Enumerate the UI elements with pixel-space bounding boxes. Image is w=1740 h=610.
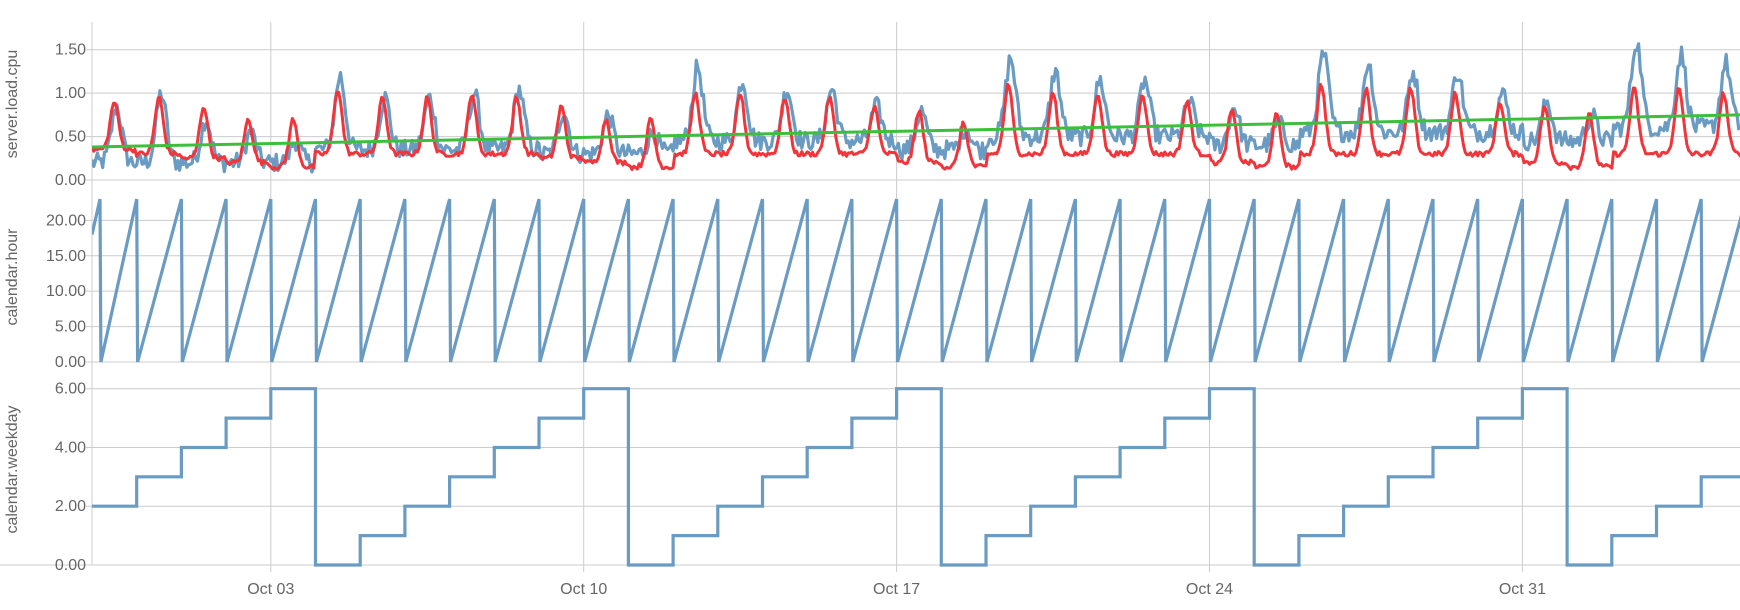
y-tick-label: 0.00 [55, 172, 86, 189]
y-axis-title: calendar.weekday [4, 405, 21, 533]
x-tick-label: Oct 24 [1186, 581, 1233, 598]
weekday-series-line [92, 387, 1740, 567]
x-tick-label: Oct 17 [873, 581, 920, 598]
y-tick-label: 10.00 [46, 283, 86, 300]
y-tick-label: 20.00 [46, 212, 86, 229]
y-tick-label: 0.00 [55, 354, 86, 371]
cpu-series-blue-line [92, 42, 1740, 174]
x-tick-label: Oct 10 [560, 581, 607, 598]
y-tick-label: 0.00 [55, 557, 86, 574]
x-tick-label: Oct 03 [247, 581, 294, 598]
y-tick-label: 0.50 [55, 129, 86, 146]
y-tick-label: 1.50 [55, 42, 86, 59]
y-axis-title: calendar.hour [4, 228, 21, 326]
cpu-trend-green-line [91, 113, 1740, 149]
y-tick-label: 6.00 [55, 381, 86, 398]
y-axis-title: server.load.cpu [4, 50, 21, 159]
cpu-series-red-line [92, 82, 1740, 171]
hour-series-line [92, 198, 1740, 363]
y-tick-label: 2.00 [55, 498, 86, 515]
x-tick-label: Oct 31 [1499, 581, 1546, 598]
y-tick-label: 15.00 [46, 248, 86, 265]
y-tick-label: 5.00 [55, 319, 86, 336]
y-tick-label: 4.00 [55, 439, 86, 456]
y-tick-label: 1.00 [55, 85, 86, 102]
